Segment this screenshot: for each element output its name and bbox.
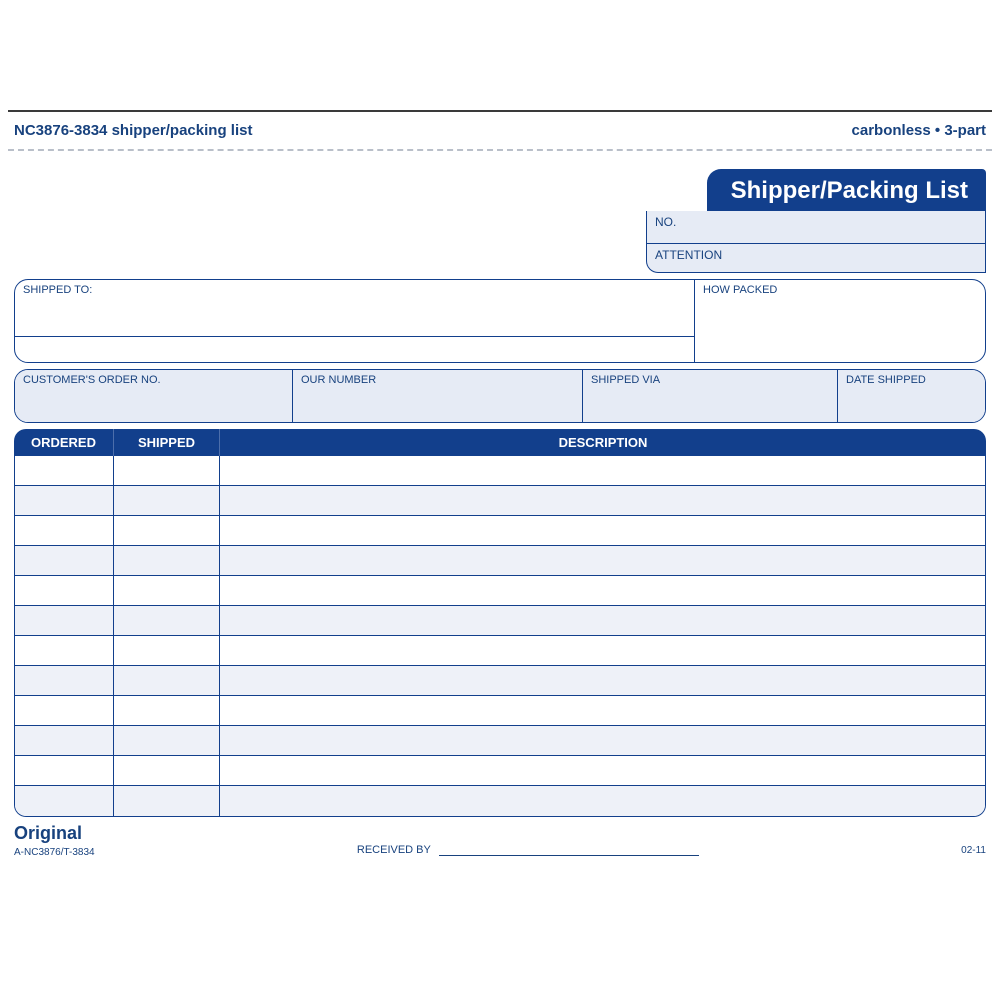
footer-left: Original A-NC3876/T-3834 [14,823,95,858]
header-ordered: ORDERED [14,429,114,456]
top-rule [8,110,992,112]
table-row [15,636,985,666]
received-by-label: RECEIVED BY [357,844,431,856]
footer-code: A-NC3876/T-3834 [14,847,95,858]
form-code: NC3876-3834 [14,122,107,139]
cell-shipped [114,786,220,816]
title-area: Shipper/Packing List NO. ATTENTION [8,159,992,279]
cell-ordered [15,726,114,755]
header-shipped: SHIPPED [114,429,220,456]
cell-description [220,756,985,785]
cell-ordered [15,516,114,545]
cell-ordered [15,546,114,575]
cell-ordered [15,756,114,785]
items-header-row: ORDERED SHIPPED DESCRIPTION [14,429,986,456]
no-field-label: NO. [647,211,985,244]
cell-description [220,786,985,816]
form-name-text: shipper/packing list [112,122,253,139]
original-label: Original [14,823,95,844]
cell-shipped [114,546,220,575]
cell-description [220,666,985,695]
cell-shipped [114,576,220,605]
table-row [15,606,985,636]
cell-description [220,576,985,605]
table-row [15,516,985,546]
header-left: NC3876-3834 shipper/packing list [14,122,252,139]
title-tab: Shipper/Packing List [707,169,986,213]
table-row [15,666,985,696]
cell-description [220,636,985,665]
cell-shipped [114,726,220,755]
header-description: DESCRIPTION [220,429,986,456]
table-row [15,486,985,516]
cell-ordered [15,666,114,695]
table-row [15,546,985,576]
cell-description [220,486,985,515]
cell-shipped [114,516,220,545]
cell-shipped [114,606,220,635]
order-detail-section: CUSTOMER'S ORDER NO. OUR NUMBER SHIPPED … [14,369,986,423]
footer-rev: 02-11 [961,845,986,858]
cell-ordered [15,786,114,816]
items-body [14,456,986,817]
date-shipped-label: DATE SHIPPED [838,370,985,422]
cell-shipped [114,666,220,695]
cell-description [220,726,985,755]
perforation-line [8,149,992,151]
packing-list-form: NC3876-3834 shipper/packing list carbonl… [8,110,992,858]
cell-description [220,546,985,575]
shipped-via-label: SHIPPED VIA [583,370,838,422]
cell-description [220,456,985,485]
cell-ordered [15,606,114,635]
cell-ordered [15,456,114,485]
attention-field-label: ATTENTION [647,244,985,272]
form-header: NC3876-3834 shipper/packing list carbonl… [8,118,992,145]
table-row [15,576,985,606]
header-right: carbonless • 3-part [852,122,986,139]
cell-shipped [114,456,220,485]
table-row [15,786,985,816]
table-row [15,726,985,756]
cell-ordered [15,636,114,665]
cell-shipped [114,486,220,515]
form-footer: Original A-NC3876/T-3834 RECEIVED BY 02-… [14,823,986,858]
cell-ordered [15,696,114,725]
cell-description [220,516,985,545]
shipped-to-label: SHIPPED TO: [23,284,92,296]
shipped-to-rule [15,336,694,337]
cell-description [220,606,985,635]
table-row [15,696,985,726]
cell-shipped [114,696,220,725]
shipped-to-section: SHIPPED TO: HOW PACKED [14,279,986,363]
cell-ordered [15,486,114,515]
shipped-to-cell: SHIPPED TO: [15,280,695,362]
table-row [15,456,985,486]
footer-center: RECEIVED BY [357,844,699,858]
how-packed-label: HOW PACKED [703,284,777,296]
signature-line [439,844,699,856]
cell-shipped [114,756,220,785]
cell-shipped [114,636,220,665]
items-table: ORDERED SHIPPED DESCRIPTION [14,429,986,817]
cell-description [220,696,985,725]
info-box: NO. ATTENTION [646,211,986,273]
how-packed-cell: HOW PACKED [695,280,985,362]
our-number-label: OUR NUMBER [293,370,583,422]
cell-ordered [15,576,114,605]
table-row [15,756,985,786]
customer-order-label: CUSTOMER'S ORDER NO. [15,370,293,422]
